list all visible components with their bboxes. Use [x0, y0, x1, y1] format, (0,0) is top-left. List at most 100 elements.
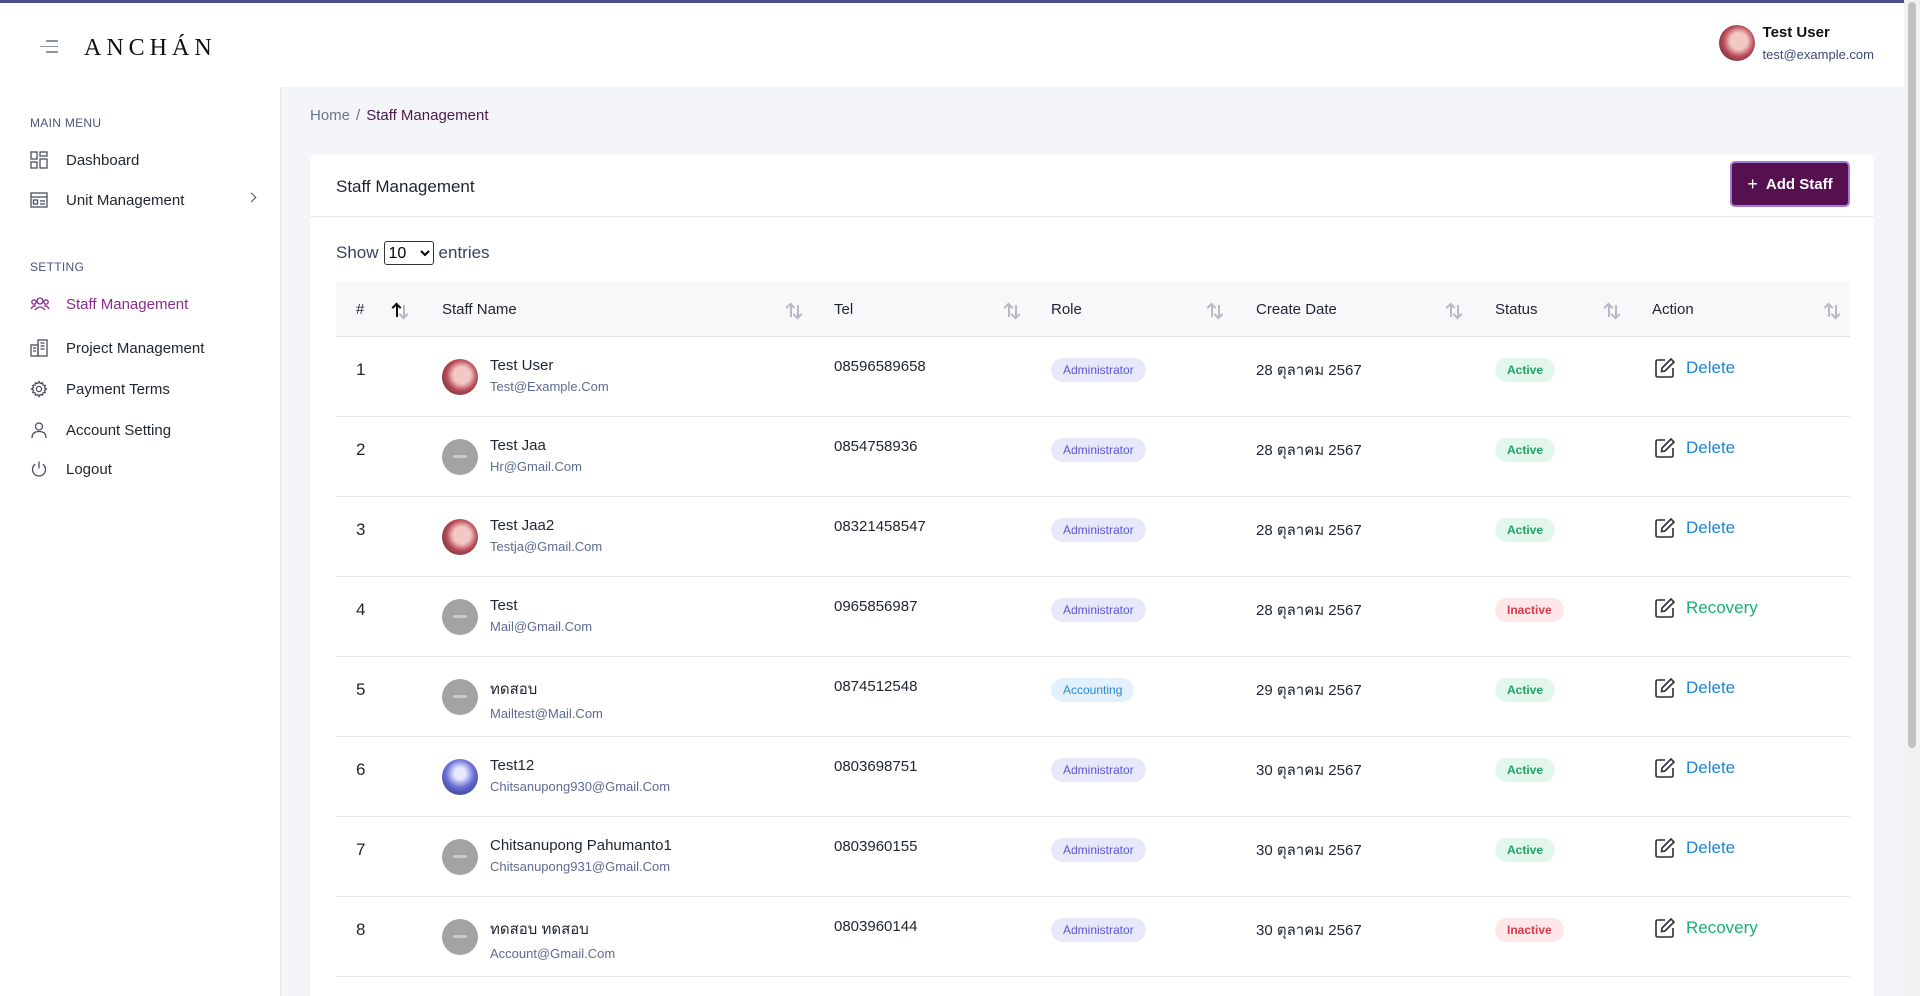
breadcrumb-home[interactable]: Home	[310, 107, 351, 124]
row-actions: Delete	[1654, 757, 1735, 779]
row-number: 4	[356, 600, 366, 619]
sidebar-item-project-management[interactable]: Project Management	[30, 334, 255, 362]
staff-name: ทดสอบ ทดสอบ	[490, 921, 589, 938]
staff-name: Test Jaa2	[490, 517, 555, 534]
row-number: 3	[356, 520, 366, 539]
delete-link[interactable]: Delete	[1686, 518, 1736, 537]
recovery-link[interactable]: Recovery	[1686, 918, 1758, 937]
staff-name: Test User	[490, 357, 554, 374]
delete-link[interactable]: Delete	[1686, 678, 1736, 697]
edit-icon[interactable]	[1654, 437, 1676, 459]
sidebar-item-staff-management[interactable]: Staff Management	[30, 290, 255, 318]
sort-icon[interactable]	[1446, 305, 1464, 319]
staff-tel: 0803960144	[834, 918, 918, 935]
col-action[interactable]: Action	[1652, 301, 1694, 318]
sort-icon[interactable]	[786, 305, 804, 319]
col-status[interactable]: Status	[1495, 301, 1538, 318]
menu-toggle-icon[interactable]	[40, 40, 58, 54]
sort-icon[interactable]	[1604, 305, 1622, 319]
table-row: 2 Test Jaa Hr@Gmail.Com 0854758936 Administr…	[336, 417, 1850, 497]
staff-tel: 0803698751	[834, 758, 918, 775]
create-date: 28 ตุลาคม 2567	[1256, 602, 1362, 619]
row-actions: Delete	[1654, 437, 1735, 459]
staff-cell: Test Jaa2 Testja@Gmail.Com	[442, 517, 602, 555]
staff-table: # Staff Name Tel Role Create Date Status…	[336, 281, 1850, 977]
sort-icon[interactable]	[1824, 305, 1842, 319]
role-badge: Accounting	[1051, 678, 1135, 702]
staff-cell: Test User Test@Example.Com	[442, 357, 609, 395]
avatar	[442, 759, 478, 795]
row-number: 2	[356, 440, 366, 459]
delete-link[interactable]: Delete	[1686, 758, 1736, 777]
sort-icon[interactable]	[1207, 305, 1225, 319]
edit-icon[interactable]	[1654, 677, 1676, 699]
add-staff-button[interactable]: + Add Staff	[1730, 161, 1850, 207]
role-badge: Administrator	[1051, 758, 1146, 782]
sidebar-item-account-setting[interactable]: Account Setting	[30, 416, 255, 444]
staff-email: Hr@Gmail.Com	[490, 459, 582, 474]
breadcrumb-current: Staff Management	[366, 107, 489, 124]
table-row: 4 Test Mail@Gmail.Com 0965856987 Administrat…	[336, 577, 1850, 657]
delete-link[interactable]: Delete	[1686, 358, 1736, 377]
avatar[interactable]	[1718, 25, 1755, 61]
edit-icon[interactable]	[1654, 357, 1676, 379]
sidebar-item-payment-terms[interactable]: Payment Terms	[30, 375, 255, 403]
col-staff-name[interactable]: Staff Name	[442, 301, 517, 318]
status-badge: Active	[1495, 678, 1556, 702]
user-profile[interactable]: Test User test@example.com	[1718, 24, 1874, 62]
table-row: 1 Test User Test@Example.Com 08596589658 Adm…	[336, 337, 1850, 417]
user-icon	[30, 421, 48, 439]
delete-link[interactable]: Delete	[1686, 438, 1736, 457]
row-number: 7	[356, 840, 366, 859]
table-row: 8 ทดสอบ ทดสอบ Account@Gmail.Com 0803960144 A…	[336, 897, 1850, 977]
edit-icon[interactable]	[1654, 517, 1676, 539]
create-date: 28 ตุลาคม 2567	[1256, 362, 1362, 379]
sidebar-item-unit-management[interactable]: Unit Management	[30, 186, 257, 214]
brand-logo[interactable]: ANCHÁN	[84, 35, 217, 61]
col-role[interactable]: Role	[1051, 301, 1082, 318]
create-date: 28 ตุลาคม 2567	[1256, 442, 1362, 459]
row-number: 1	[356, 360, 366, 379]
sidebar-item-dashboard[interactable]: Dashboard	[30, 146, 255, 174]
edit-icon[interactable]	[1654, 597, 1676, 619]
delete-link[interactable]: Delete	[1686, 838, 1736, 857]
row-actions: Delete	[1654, 677, 1735, 699]
sidebar-item-logout[interactable]: Logout	[30, 455, 255, 483]
row-number: 5	[356, 680, 366, 699]
create-date: 29 ตุลาคม 2567	[1256, 682, 1362, 699]
user-name: Test User	[1762, 24, 1830, 41]
entries-control: Show 102550100 entries	[336, 241, 490, 265]
role-badge: Administrator	[1051, 918, 1146, 942]
role-badge: Administrator	[1051, 838, 1146, 862]
create-date: 30 ตุลาคม 2567	[1256, 922, 1362, 939]
recovery-link[interactable]: Recovery	[1686, 598, 1758, 617]
status-badge: Active	[1495, 518, 1556, 542]
entries-select[interactable]: 102550100	[383, 241, 434, 265]
sidebar-item-label: Logout	[66, 460, 112, 478]
table-row: 7 Chitsanupong Pahumanto1 Chitsanupong931@…	[336, 817, 1850, 897]
plus-icon: +	[1747, 173, 1758, 194]
table-row: 5 ทดสอบ Mailtest@Mail.Com 0874512548 Account…	[336, 657, 1850, 737]
sidebar-item-label: Payment Terms	[66, 380, 170, 398]
entries-label: entries	[438, 243, 490, 262]
sidebar-item-label: Project Management	[66, 339, 205, 357]
avatar	[442, 519, 478, 555]
col-tel[interactable]: Tel	[834, 301, 854, 318]
staff-email: Mailtest@Mail.Com	[490, 706, 603, 721]
edit-icon[interactable]	[1654, 757, 1676, 779]
table-body: 1 Test User Test@Example.Com 08596589658 Adm…	[336, 337, 1850, 977]
status-badge: Active	[1495, 358, 1556, 382]
sidebar-item-label: Dashboard	[66, 151, 140, 169]
staff-name: Test Jaa	[490, 437, 546, 454]
edit-icon[interactable]	[1654, 917, 1676, 939]
edit-icon[interactable]	[1654, 837, 1676, 859]
sidebar-item-label: Unit Management	[66, 191, 185, 209]
scrollbar-thumb[interactable]	[1908, 2, 1916, 748]
col-number[interactable]: #	[356, 301, 365, 318]
sort-icon[interactable]	[1004, 305, 1022, 319]
page-scrollbar[interactable]	[1904, 0, 1920, 996]
main-content: Home / Staff Management Staff Management +…	[282, 87, 1904, 996]
sort-icon[interactable]	[392, 305, 410, 319]
staff-name: Chitsanupong Pahumanto1	[490, 837, 672, 854]
col-create-date[interactable]: Create Date	[1256, 301, 1337, 318]
